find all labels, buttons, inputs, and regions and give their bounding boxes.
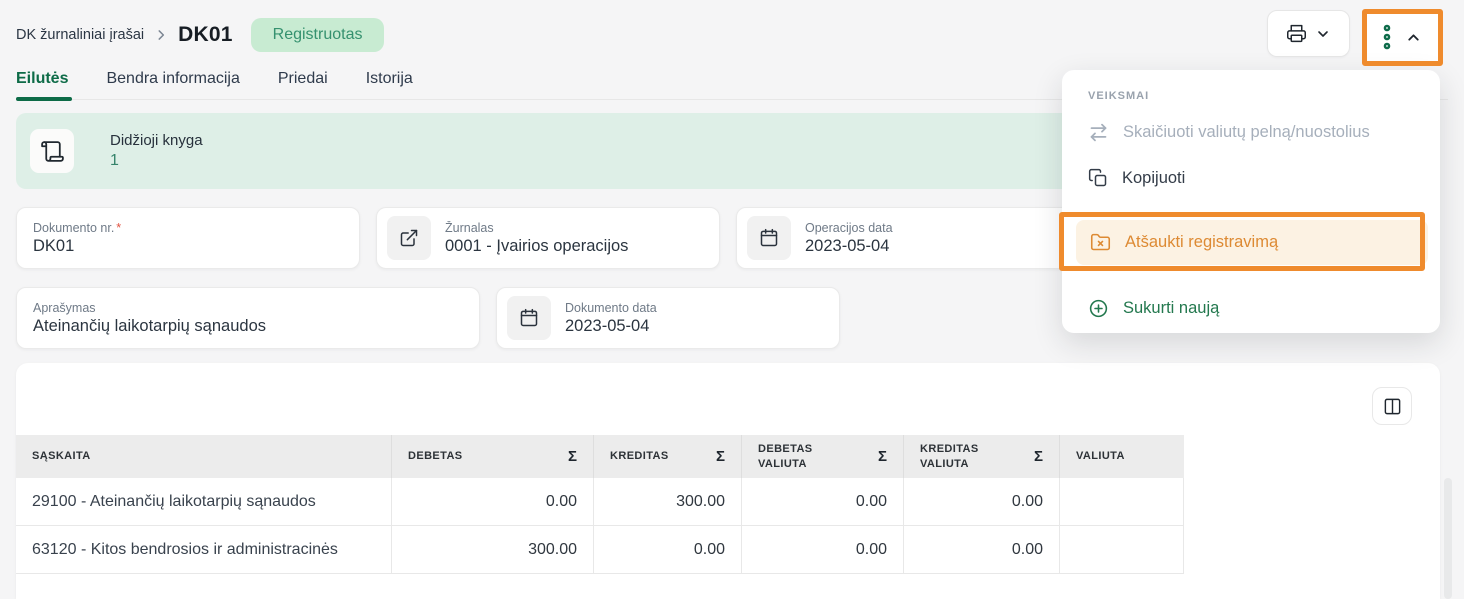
copy-icon	[1088, 168, 1108, 188]
operation-date-field[interactable]: Operacijos data 2023-05-04	[736, 207, 1080, 269]
column-header-saskaita[interactable]: SĄSKAITA	[16, 435, 392, 478]
document-date-field[interactable]: Dokumento data 2023-05-04	[496, 287, 840, 349]
menu-section-header: VEIKSMAI	[1088, 90, 1150, 102]
print-button[interactable]	[1267, 10, 1350, 57]
column-header-kreditas-valiuta[interactable]: KREDITAS VALIUTA Σ	[904, 435, 1060, 478]
table-header-row: SĄSKAITA DEBETAS Σ KREDITAS Σ DEBETAS VALI…	[16, 435, 1184, 478]
plus-circle-icon	[1088, 298, 1109, 319]
folder-x-icon	[1090, 232, 1111, 253]
cell-credit-currency[interactable]: 0.00	[904, 526, 1060, 574]
cell-account[interactable]: 29100 - Ateinančių laikotarpių sąnaudos	[16, 478, 392, 526]
required-asterisk: *	[116, 220, 122, 235]
tab-bar: Eilutės Bendra informacija Priedai Istor…	[16, 70, 413, 102]
scroll-icon	[30, 129, 74, 173]
menu-item-create-new[interactable]: Sukurti naują	[1088, 288, 1219, 328]
calendar-icon[interactable]	[747, 216, 791, 260]
sigma-icon[interactable]: Σ	[1033, 448, 1043, 465]
menu-item-calculate-fx[interactable]: Skaičiuoti valiutų pelną/nuostolius	[1088, 112, 1370, 152]
transfer-arrows-icon	[1088, 122, 1109, 143]
kebab-menu-icon	[1383, 24, 1391, 50]
cell-credit-currency[interactable]: 0.00	[904, 478, 1060, 526]
description-field[interactable]: Aprašymas Ateinančių laikotarpių sąnaudo…	[16, 287, 480, 349]
sigma-icon[interactable]: Σ	[715, 448, 725, 465]
cell-debit-currency[interactable]: 0.00	[742, 526, 904, 574]
sigma-icon[interactable]: Σ	[877, 448, 887, 465]
lines-table: SĄSKAITA DEBETAS Σ KREDITAS Σ DEBETAS VALI…	[16, 435, 1184, 574]
calendar-icon[interactable]	[507, 296, 551, 340]
operation-date-label: Operacijos data	[805, 220, 893, 235]
cell-debit[interactable]: 0.00	[392, 478, 594, 526]
sigma-icon[interactable]: Σ	[567, 448, 577, 465]
chevron-right-icon	[154, 28, 168, 42]
columns-icon	[1383, 397, 1402, 416]
cell-debit-currency[interactable]: 0.00	[742, 478, 904, 526]
page-title: DK01	[178, 23, 233, 46]
description-label: Aprašymas	[33, 300, 96, 315]
document-number-field[interactable]: Dokumento nr. * DK01	[16, 207, 360, 269]
cell-credit[interactable]: 0.00	[594, 526, 742, 574]
ledger-banner-title: Didžioji knyga	[110, 132, 203, 149]
table-row[interactable]: 29100 - Ateinančių laikotarpių sąnaudos …	[16, 478, 1184, 526]
operation-date-value: 2023-05-04	[805, 236, 890, 255]
cell-debit[interactable]: 300.00	[392, 526, 594, 574]
tab-bar-divider	[16, 99, 1448, 100]
column-header-debetas-valiuta[interactable]: DEBETAS VALIUTA Σ	[742, 435, 904, 478]
menu-item-copy[interactable]: Kopijuoti	[1088, 158, 1185, 198]
chevron-down-icon	[1315, 26, 1331, 42]
column-header-valiuta[interactable]: VALIUTA	[1060, 435, 1184, 478]
cell-currency[interactable]	[1060, 526, 1184, 574]
document-date-value: 2023-05-04	[565, 316, 650, 335]
column-header-kreditas[interactable]: KREDITAS Σ	[594, 435, 742, 478]
breadcrumb: DK žurnaliniai įrašai DK01 Registruotas	[16, 18, 385, 52]
menu-item-cancel-registration[interactable]: Atšaukti registravimą	[1076, 220, 1428, 265]
table-row[interactable]: 63120 - Kitos bendrosios ir administraci…	[16, 526, 1184, 574]
lines-table-card: SĄSKAITA DEBETAS Σ KREDITAS Σ DEBETAS VALI…	[16, 363, 1440, 599]
external-link-icon[interactable]	[387, 216, 431, 260]
cell-account[interactable]: 63120 - Kitos bendrosios ir administraci…	[16, 526, 392, 574]
breadcrumb-parent-link[interactable]: DK žurnaliniai įrašai	[16, 27, 145, 43]
document-date-label: Dokumento data	[565, 300, 657, 315]
journal-field[interactable]: Žurnalas 0001 - Įvairios operacijos	[376, 207, 720, 269]
tab-eilutes[interactable]: Eilutės	[16, 70, 69, 87]
vertical-scrollbar[interactable]	[1444, 478, 1452, 599]
actions-menu-button[interactable]	[1365, 11, 1440, 63]
status-badge: Registruotas	[250, 18, 385, 52]
description-value: Ateinančių laikotarpių sąnaudos	[33, 316, 266, 335]
column-header-debetas[interactable]: DEBETAS Σ	[392, 435, 594, 478]
tab-istorija[interactable]: Istorija	[365, 70, 413, 87]
printer-icon	[1286, 23, 1307, 44]
actions-dropdown-menu: VEIKSMAI Skaičiuoti valiutų pelną/nuosto…	[1062, 70, 1440, 333]
column-settings-button[interactable]	[1372, 387, 1412, 425]
document-number-value: DK01	[33, 236, 75, 255]
chevron-up-icon	[1405, 29, 1422, 46]
cell-currency[interactable]	[1060, 478, 1184, 526]
document-number-label: Dokumento nr. *	[33, 220, 122, 235]
cell-credit[interactable]: 300.00	[594, 478, 742, 526]
journal-value: 0001 - Įvairios operacijos	[445, 236, 629, 255]
journal-label: Žurnalas	[445, 220, 494, 235]
ledger-banner-value: 1	[110, 152, 119, 169]
tab-bendra-informacija[interactable]: Bendra informacija	[106, 70, 240, 87]
tab-priedai[interactable]: Priedai	[277, 70, 328, 87]
active-tab-underline	[16, 97, 72, 101]
